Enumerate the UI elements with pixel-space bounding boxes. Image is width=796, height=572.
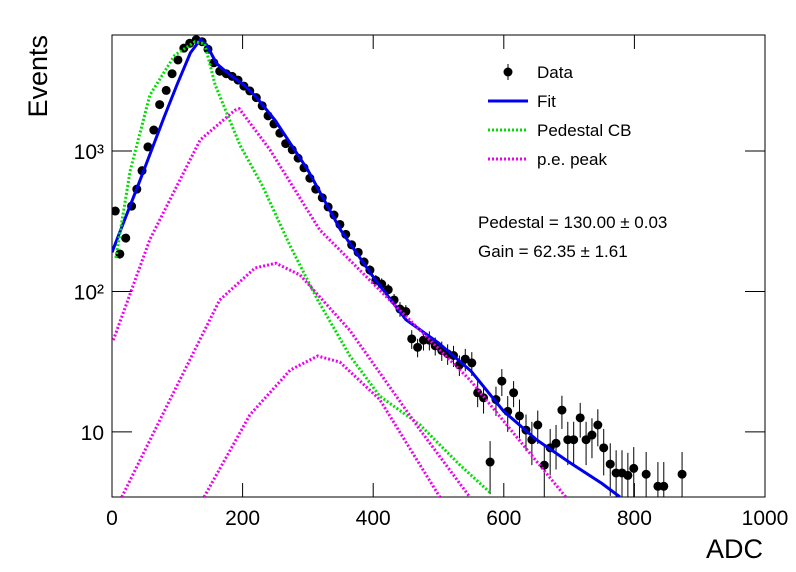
data-point — [575, 413, 585, 423]
x-tick-label: 600 — [486, 507, 521, 530]
annotation: Gain = 62.35 ± 1.61 — [478, 242, 628, 261]
x-tick-label: 200 — [225, 507, 260, 530]
data-point — [161, 85, 171, 95]
y-tick-label: 10² — [74, 281, 104, 304]
legend-label: Fit — [537, 92, 556, 111]
x-tick-label: 800 — [617, 507, 652, 530]
data-point — [112, 206, 120, 216]
data-point — [551, 438, 561, 448]
data-point — [509, 388, 519, 398]
y-axis-label: Events — [23, 35, 53, 118]
data-point — [533, 420, 543, 430]
y-tick-label: 10 — [81, 422, 104, 445]
data-point — [155, 100, 165, 110]
legend-label: Data — [537, 63, 573, 82]
data-point — [605, 459, 615, 469]
series-line — [112, 106, 567, 497]
data-point — [173, 55, 183, 65]
series-line — [112, 37, 621, 497]
x-axis-label: ADC — [706, 534, 763, 564]
annotation: Pedestal = 130.00 ± 0.03 — [478, 213, 667, 232]
data-point — [460, 354, 470, 364]
data-point — [485, 457, 495, 467]
data-point — [167, 69, 177, 79]
legend-label: p.e. peak — [537, 150, 607, 169]
data-point — [677, 469, 687, 479]
data-point — [413, 342, 423, 352]
legend-label: Pedestal CB — [537, 121, 632, 140]
series-line — [114, 40, 492, 494]
data-point — [629, 463, 639, 473]
data-point — [121, 233, 131, 243]
plot-area — [112, 35, 687, 497]
data-point — [587, 430, 597, 440]
data-point — [599, 443, 609, 453]
plot-frame — [111, 34, 766, 498]
data-point — [623, 470, 633, 480]
data-point — [593, 420, 603, 430]
x-tick-label: 1000 — [742, 507, 789, 530]
x-tick-label: 0 — [106, 507, 118, 530]
data-point — [557, 405, 567, 415]
data-point — [115, 249, 125, 259]
data-point — [143, 142, 153, 152]
data-point — [407, 334, 417, 344]
data-point — [497, 376, 507, 386]
y-tick-label: 10³ — [74, 141, 104, 164]
legend-marker — [503, 67, 513, 77]
x-tick-label: 400 — [356, 507, 391, 530]
data-point — [569, 435, 579, 445]
data-point — [149, 125, 159, 135]
data-point — [514, 411, 524, 421]
data-point — [467, 358, 477, 368]
data-point — [641, 469, 651, 479]
data-point — [659, 481, 669, 491]
